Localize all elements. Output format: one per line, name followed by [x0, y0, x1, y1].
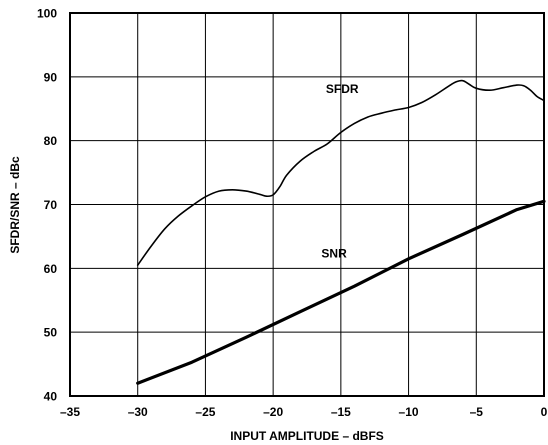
y-tick-label: 80 [44, 134, 58, 148]
y-tick-label: 100 [37, 7, 57, 21]
grid-lines [70, 13, 544, 396]
x-axis-title: INPUT AMPLITUDE – dBFS [230, 429, 384, 443]
x-tick-label: –35 [60, 405, 80, 419]
x-tick-label: –30 [128, 405, 148, 419]
y-tick-label: 60 [44, 262, 58, 276]
y-tick-label: 70 [44, 198, 58, 212]
series-labels: SFDR SNR [321, 82, 358, 261]
series-label-sfdr: SFDR [326, 82, 359, 96]
y-axis-title: SFDR/SNR – dBc [8, 156, 22, 254]
series-label-snr: SNR [321, 246, 347, 260]
plot-frame [69, 12, 545, 397]
series-line-snr [136, 199, 546, 385]
series-lines [136, 79, 546, 385]
x-tick-label: –15 [331, 405, 351, 419]
x-tick-label: 0 [541, 405, 548, 419]
series-line-sfdr [136, 79, 545, 266]
y-tick-label: 50 [44, 326, 58, 340]
x-tick-label: –5 [470, 405, 484, 419]
x-tick-label: –20 [263, 405, 283, 419]
x-tick-label: –10 [399, 405, 419, 419]
y-tick-labels: 40 50 60 70 80 90 100 [37, 7, 57, 404]
y-tick-label: 40 [44, 390, 58, 404]
y-tick-label: 90 [44, 70, 58, 84]
x-tick-labels: –35 –30 –25 –20 –15 –10 –5 0 [60, 405, 548, 419]
x-tick-label: –25 [195, 405, 215, 419]
